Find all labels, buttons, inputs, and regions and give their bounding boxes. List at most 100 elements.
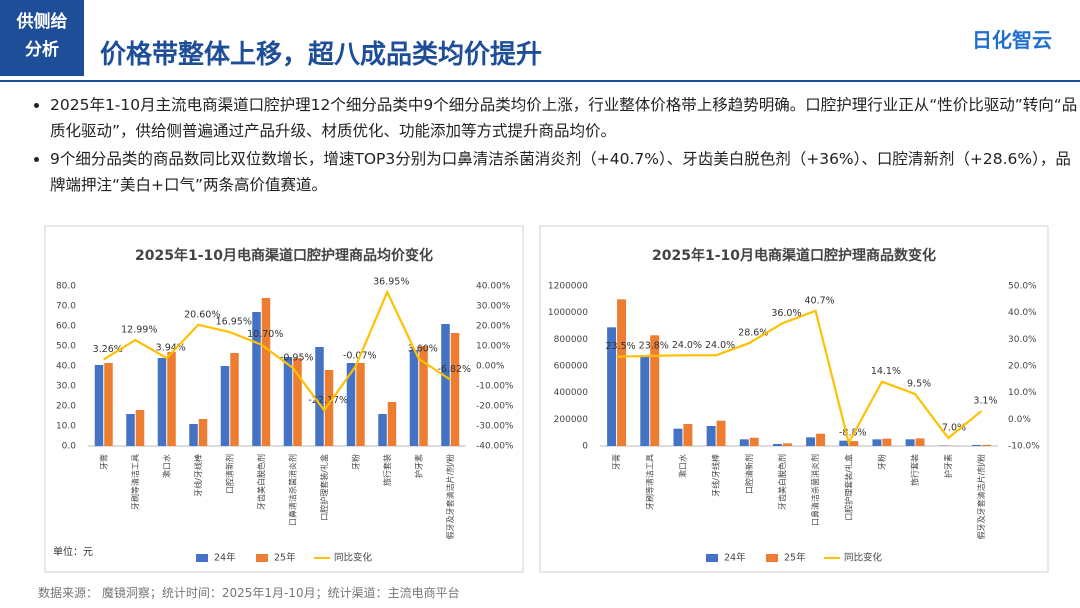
bar — [683, 424, 693, 446]
legend-swatch — [256, 554, 268, 562]
bar — [346, 363, 356, 446]
bar — [640, 356, 650, 446]
bar — [739, 439, 749, 446]
data-label: 23.5% — [605, 341, 635, 352]
x-tick-label: 牙粉 — [350, 454, 360, 470]
unit-label: 单位：元 — [53, 545, 93, 558]
legend-label: 同比变化 — [334, 552, 373, 564]
legend-label: 24年 — [214, 552, 236, 564]
y-tick-label: 40.0 — [56, 362, 76, 372]
bar — [189, 424, 198, 446]
bar — [283, 357, 293, 446]
x-tick-label: 护牙素 — [943, 454, 953, 478]
bar — [716, 420, 726, 446]
x-tick-label: 旅行套装 — [910, 454, 920, 486]
data-label: 36.0% — [771, 308, 801, 319]
y2-tick-label: 40.0% — [1008, 308, 1037, 318]
bar — [387, 402, 397, 446]
data-label: 23.8% — [639, 340, 669, 351]
data-label: 3.26% — [93, 344, 123, 355]
y2-tick-label: 0.0% — [1008, 415, 1031, 425]
y2-tick-label: 30.00% — [476, 302, 511, 312]
bar — [772, 444, 782, 446]
bullet: 9个细分品类的商品数同比双位数增长，增速TOP3分别为口鼻清洁杀菌消炎剂（+40… — [50, 146, 1080, 198]
bar — [104, 363, 113, 446]
data-label: 3.1% — [973, 396, 997, 407]
legend-label: 25年 — [784, 552, 806, 564]
data-label: -6.82% — [437, 364, 471, 375]
data-label: 3.60% — [408, 343, 438, 354]
x-tick-label: 牙齿美白脱色剂 — [777, 454, 787, 510]
y-tick-label: 600000 — [554, 362, 589, 372]
y-tick-label: 1200000 — [548, 282, 588, 292]
y2-tick-label: -10.0% — [1008, 442, 1040, 452]
x-tick-label: 牙粉 — [876, 454, 886, 470]
bar — [126, 414, 135, 446]
x-tick-label: 口腔清新剂 — [224, 454, 234, 494]
y2-tick-label: -30.00% — [476, 422, 514, 432]
y2-tick-label: 10.00% — [476, 342, 511, 352]
bar — [650, 335, 660, 446]
legend-label: 25年 — [274, 552, 296, 564]
bar — [782, 443, 792, 446]
bar — [915, 438, 925, 446]
y2-tick-label: -40.00% — [476, 442, 514, 452]
tag-text: 供侧给 — [16, 12, 68, 32]
y2-tick-label: 10.0% — [1008, 388, 1037, 398]
y-tick-label: 70.0 — [56, 302, 76, 312]
data-label: 9.5% — [907, 379, 931, 390]
x-tick-label: 口鼻清洁杀菌消炎剂 — [810, 454, 820, 526]
x-tick-label: 牙膏 — [98, 454, 108, 470]
bar — [816, 433, 826, 446]
data-label: 28.6% — [738, 328, 768, 339]
section-tag: 供侧给 分析 — [0, 0, 84, 76]
divider — [0, 80, 1080, 82]
bar — [135, 410, 145, 446]
bar — [441, 324, 450, 446]
x-tick-label: 护牙素 — [413, 454, 423, 478]
bar — [607, 327, 617, 446]
bar — [220, 366, 230, 446]
line-series — [616, 309, 983, 446]
data-label: 16.95% — [216, 317, 252, 328]
y-tick-label: 0 — [582, 442, 588, 452]
data-label: -8.8% — [839, 427, 867, 438]
x-tick-label: 漱口水 — [161, 454, 171, 478]
data-label: 24.0% — [705, 340, 735, 351]
slide-title: 价格带整体上移，超八成品类均价提升 — [100, 40, 543, 70]
bar — [252, 312, 261, 446]
x-tick-label: 牙线/牙线棒 — [711, 454, 721, 497]
data-label: -0.95% — [280, 352, 314, 363]
bar — [157, 358, 167, 446]
tag-text: 分析 — [25, 40, 59, 60]
y2-tick-label: 20.00% — [476, 322, 511, 332]
data-label: 40.7% — [804, 295, 834, 306]
chart-title: 2025年1-10月电商渠道口腔护理商品均价变化 — [135, 247, 433, 264]
legend-swatch — [706, 554, 718, 562]
data-label: 10.70% — [247, 329, 283, 340]
bar — [706, 426, 716, 446]
bar — [971, 444, 981, 446]
y-tick-label: 200000 — [554, 415, 589, 425]
bar — [409, 350, 419, 446]
bar — [849, 441, 859, 446]
x-tick-label: 牙齿美白脱色剂 — [256, 454, 266, 510]
bar — [324, 370, 334, 446]
x-tick-label: 口鼻清洁杀菌消炎剂 — [287, 454, 297, 526]
y2-tick-label: 0.00% — [476, 362, 505, 372]
chart-title: 2025年1-10月电商渠道口腔护理商品数变化 — [652, 247, 936, 264]
y2-tick-label: 20.0% — [1008, 362, 1037, 372]
y-tick-label: 20.0 — [56, 402, 76, 412]
y-tick-label: 80.0 — [56, 282, 76, 292]
x-tick-label: 牙膏 — [611, 454, 621, 470]
x-tick-label: 牙线/牙线棒 — [193, 454, 203, 497]
x-tick-label: 口腔护理套装/礼盒 — [843, 454, 853, 521]
bar — [293, 358, 302, 446]
x-tick-label: 假牙及牙套清洁片/剂/粉 — [976, 454, 986, 539]
legend-swatch — [196, 554, 208, 562]
x-tick-label: 旅行套装 — [382, 454, 392, 486]
data-label: 36.95% — [373, 277, 409, 288]
y2-tick-label: -20.00% — [476, 402, 514, 412]
